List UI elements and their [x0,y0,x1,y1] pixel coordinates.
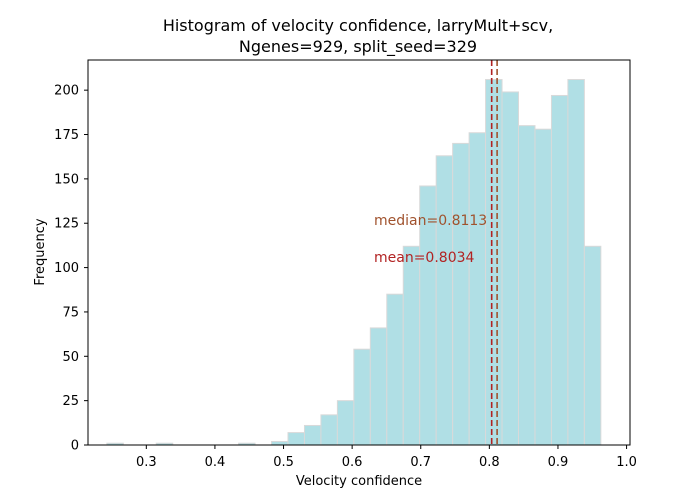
histogram-bar [452,142,470,446]
histogram-bar [501,91,520,446]
median-annotation: median=0.8113 [374,213,487,229]
x-tick-label: 0.6 [342,455,363,470]
x-axis-label: Velocity confidence [296,474,422,489]
histogram-bar [402,245,421,446]
x-tick-label: 0.9 [548,455,569,470]
histogram-bar [583,245,602,446]
y-tick-label: 200 [54,84,79,99]
x-tick-label: 1.0 [616,455,637,470]
histogram-bar [369,327,388,446]
y-tick-label: 150 [54,172,79,187]
reference-lines [490,60,498,445]
y-tick-label: 0 [71,439,79,454]
histogram-bar [485,79,503,446]
histogram-bar [320,414,338,446]
histogram-bar [336,400,355,446]
x-tick-label: 0.5 [273,455,294,470]
x-axis-ticks: 0.3 0.4 0.5 0.6 0.7 0.8 0.9 1.0 [136,445,637,470]
mean-annotation: mean=0.8034 [374,250,475,266]
y-tick-label: 125 [54,217,79,232]
histogram-bar [550,94,569,446]
histogram-bar [534,128,552,446]
x-tick-label: 0.8 [479,455,500,470]
y-tick-label: 25 [62,394,79,409]
histogram-bar [303,424,322,446]
histogram-bar [468,132,487,446]
histogram-bar [435,155,454,446]
y-axis-ticks: 0 25 50 75 100 125 150 175 200 [54,84,88,454]
histogram-bar [386,293,404,446]
x-tick-label: 0.4 [205,455,226,470]
y-tick-label: 50 [62,350,79,365]
chart-title-line-1: Histogram of velocity confidence, larryM… [163,16,553,35]
histogram-bar [567,79,585,446]
bars-group [106,79,602,446]
histogram-bar [287,432,305,446]
plot-frame [87,59,631,446]
histogram-bar [353,348,371,446]
y-axis-label: Frequency [33,218,48,285]
histogram-bar [271,440,289,446]
chart-title-line-2: Ngenes=929, split_seed=329 [239,37,477,57]
histogram-bar [518,125,536,446]
y-tick-label: 75 [62,305,79,320]
x-tick-label: 0.3 [136,455,157,470]
y-tick-label: 100 [54,261,79,276]
x-tick-label: 0.7 [410,455,431,470]
y-tick-label: 175 [54,128,79,143]
